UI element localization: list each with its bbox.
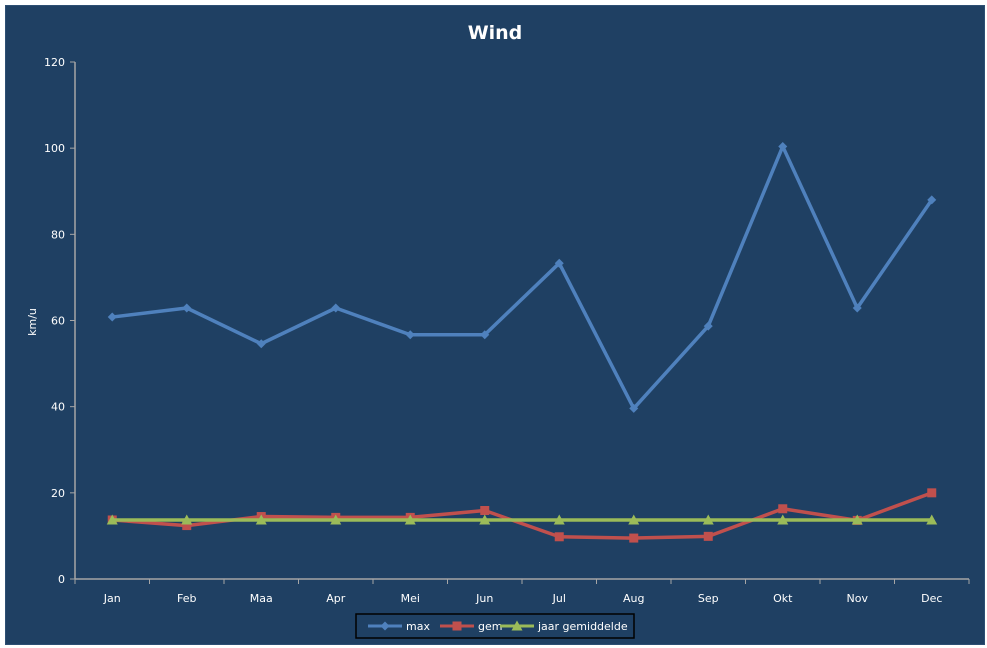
data-point xyxy=(778,141,788,151)
legend: max gem jaar gemiddelde xyxy=(355,613,635,639)
y-tick-label: 40 xyxy=(51,401,65,414)
chart-area: Wind km/u 0 20 40 60 80 100 120 Jan Feb Maa Apr Mei… xyxy=(5,5,985,645)
data-point xyxy=(107,312,117,322)
series-line-max xyxy=(110,144,934,411)
y-tick-label: 120 xyxy=(44,56,65,69)
data-point xyxy=(331,303,341,313)
y-axis-title: km/u xyxy=(26,308,39,336)
data-point xyxy=(181,514,193,525)
data-point xyxy=(703,531,713,541)
x-tick-label: Jun xyxy=(475,592,493,605)
data-point xyxy=(629,533,639,543)
data-point xyxy=(703,321,713,331)
data-point xyxy=(330,514,342,525)
legend-label: gem xyxy=(478,620,502,633)
data-point xyxy=(777,514,789,525)
x-tick-label: Maa xyxy=(250,592,273,605)
chart-title: Wind xyxy=(468,22,523,44)
data-point xyxy=(182,303,192,313)
series-line-gem xyxy=(110,491,934,540)
data-point xyxy=(702,514,714,525)
x-tick-label: Sep xyxy=(698,592,719,605)
y-tick-label: 60 xyxy=(51,315,65,328)
data-point xyxy=(852,303,862,313)
data-point xyxy=(405,330,415,340)
data-point xyxy=(404,514,416,525)
data-point xyxy=(628,514,640,525)
legend-marker xyxy=(380,621,390,631)
x-tick-label: Dec xyxy=(921,592,942,605)
data-point xyxy=(106,514,118,525)
x-tick-label: Okt xyxy=(773,592,793,605)
data-point xyxy=(553,514,565,525)
x-tick-label: Feb xyxy=(177,592,196,605)
data-point xyxy=(480,505,490,515)
data-point xyxy=(927,488,937,498)
data-point xyxy=(927,195,937,205)
data-point xyxy=(554,258,564,268)
data-point xyxy=(182,521,192,531)
x-tick-label: Mei xyxy=(401,592,420,605)
legend-marker xyxy=(511,620,523,631)
data-point xyxy=(256,339,266,349)
data-point xyxy=(554,532,564,542)
x-tick-label: Apr xyxy=(326,592,346,605)
data-point xyxy=(629,403,639,413)
legend-marker xyxy=(452,621,462,631)
y-tick-label: 80 xyxy=(51,228,65,241)
data-point xyxy=(778,504,788,514)
x-tick-label: Aug xyxy=(623,592,644,605)
data-point xyxy=(255,514,267,525)
data-point xyxy=(851,514,863,525)
chart-svg: Wind km/u 0 20 40 60 80 100 120 Jan Feb Maa Apr Mei… xyxy=(26,22,970,639)
legend-label: max xyxy=(406,620,430,633)
x-tick-label: Jan xyxy=(103,592,121,605)
x-tick-label: Nov xyxy=(847,592,869,605)
y-tick-label: 0 xyxy=(58,573,65,586)
legend-box xyxy=(355,613,635,639)
x-tick-label: Jul xyxy=(552,592,566,605)
y-tick-label: 100 xyxy=(44,142,65,155)
data-point xyxy=(479,514,491,525)
data-point xyxy=(480,330,490,340)
data-point xyxy=(926,514,938,525)
plot-layer: 0 20 40 60 80 100 120 Jan Feb Maa Apr Mei Jun Jul Aug S… xyxy=(44,56,970,605)
y-tick-label: 20 xyxy=(51,487,65,500)
legend-label: jaar gemiddelde xyxy=(537,620,628,633)
